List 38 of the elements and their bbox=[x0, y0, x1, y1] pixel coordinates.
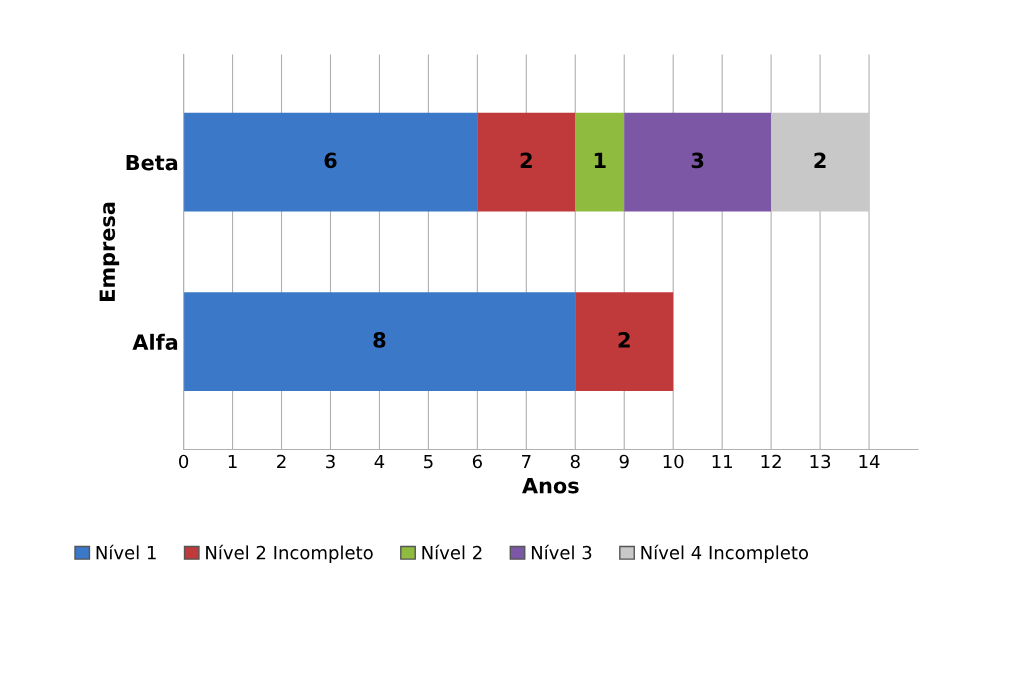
x-tick-label: 4 bbox=[374, 454, 385, 469]
x-tick-label: 3 bbox=[326, 454, 335, 469]
legend-label: Nível 2 bbox=[422, 544, 482, 560]
legend-label: Nível 4 Incompleto bbox=[641, 544, 809, 563]
x-tick-label: 8 bbox=[570, 454, 580, 469]
y-axis-title: Empresa bbox=[99, 202, 120, 301]
legend-label: Nível 3 bbox=[531, 544, 592, 560]
y-tick-label: Beta bbox=[126, 154, 178, 171]
x-tick-label: 0 bbox=[179, 454, 189, 469]
bar bbox=[183, 112, 478, 212]
bar bbox=[183, 292, 576, 392]
x-tick-label: 12 bbox=[761, 454, 781, 469]
data-label: 2 bbox=[814, 152, 826, 168]
x-tick-label: 2 bbox=[277, 454, 286, 469]
x-tick-label: 6 bbox=[472, 454, 482, 469]
data-label: 3 bbox=[691, 152, 704, 169]
data-label: 8 bbox=[373, 332, 386, 348]
x-tick-label: 14 bbox=[859, 454, 880, 469]
data-label: 2 bbox=[520, 152, 532, 168]
data-label: 2 bbox=[618, 332, 630, 348]
bar bbox=[771, 112, 870, 212]
x-tick-label: 10 bbox=[663, 454, 684, 469]
x-tick-label: 13 bbox=[810, 454, 831, 469]
data-label: 6 bbox=[324, 152, 337, 169]
bar bbox=[477, 112, 576, 212]
x-tick-label: 5 bbox=[424, 454, 433, 469]
bar bbox=[624, 112, 772, 212]
bar bbox=[575, 112, 625, 212]
x-tick-label: 1 bbox=[228, 454, 237, 469]
y-tick-label: Alfa bbox=[132, 333, 178, 350]
data-label: 1 bbox=[594, 152, 606, 168]
x-tick-label: 11 bbox=[712, 454, 732, 469]
legend-label: Nível 2 Incompleto bbox=[206, 544, 373, 563]
bar bbox=[575, 292, 674, 392]
x-tick-label: 9 bbox=[619, 454, 629, 469]
legend-label: Nível 1 bbox=[96, 544, 156, 560]
x-axis-title: Anos bbox=[522, 477, 579, 494]
x-tick-label: 7 bbox=[522, 454, 531, 469]
